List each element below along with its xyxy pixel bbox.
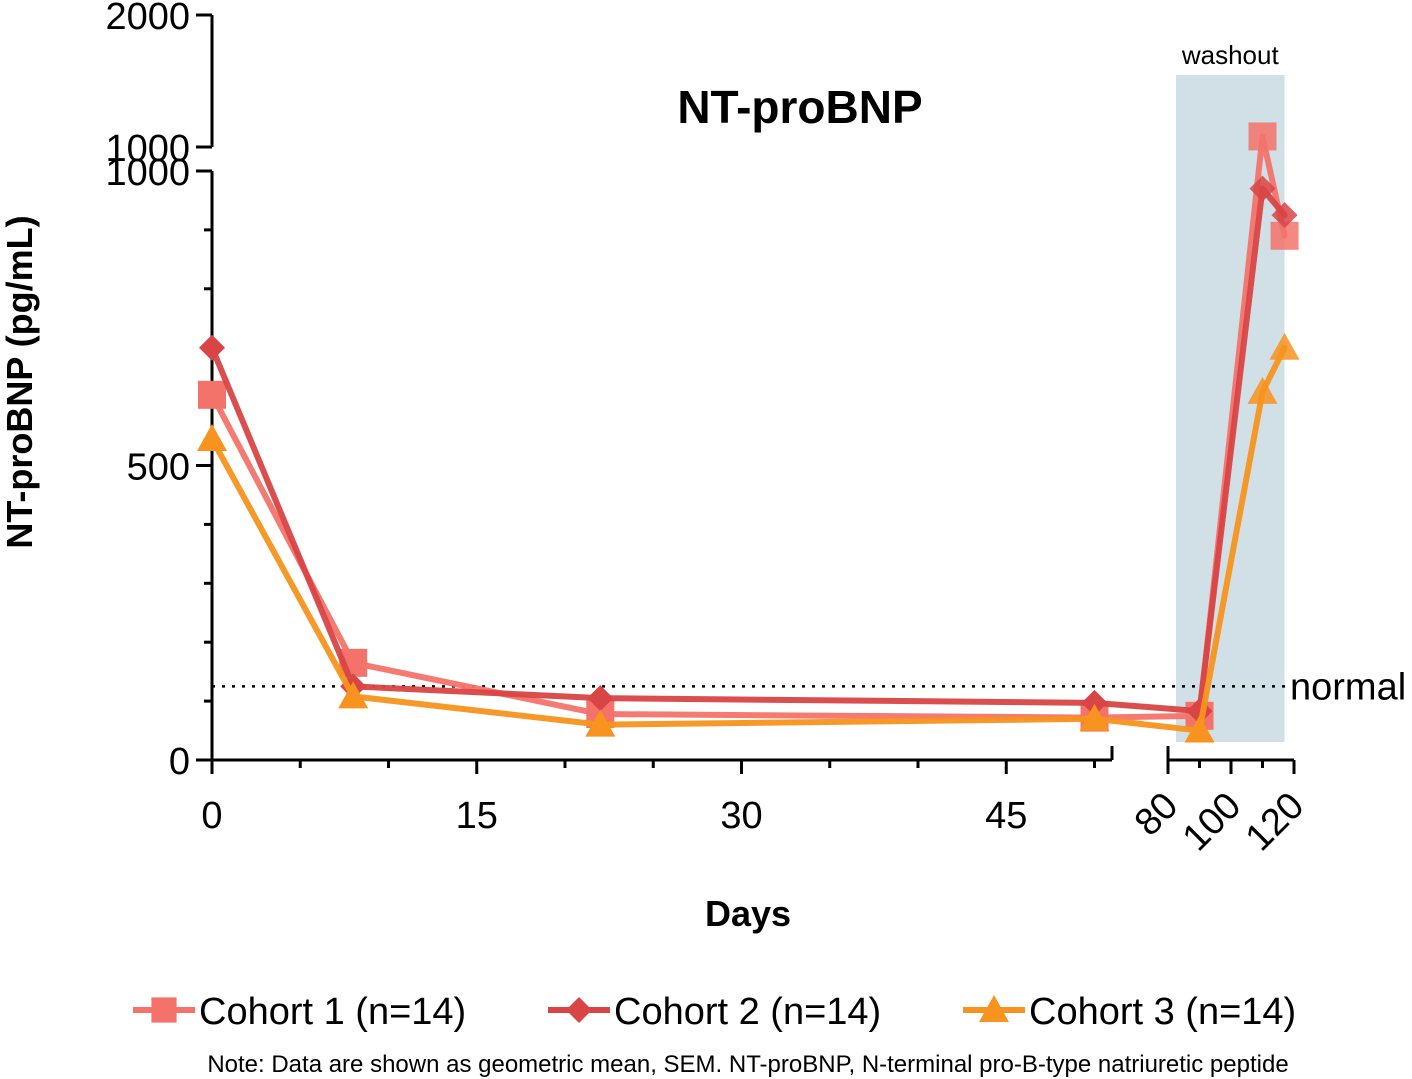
series-3 xyxy=(197,332,1300,743)
legend-item-2: Cohort 2 (n=14) xyxy=(548,991,881,1033)
series-2-point xyxy=(1271,202,1298,229)
series-2-point xyxy=(1081,689,1108,716)
series-3-point xyxy=(1079,703,1110,731)
series-1-point xyxy=(198,380,226,409)
series-layer xyxy=(197,122,1300,743)
series-1-line xyxy=(209,133,1288,721)
series-2 xyxy=(199,175,1298,725)
y-tick-label: 1000 xyxy=(105,152,190,194)
legend-item-1: Cohort 1 (n=14) xyxy=(133,991,466,1033)
y-tick-label: 0 xyxy=(169,741,190,783)
series-3-point xyxy=(585,709,616,737)
y-axis-title: NT-proBNP (pg/mL) xyxy=(0,215,40,548)
series-3-point xyxy=(1269,332,1300,360)
legend-label: Cohort 1 (n=14) xyxy=(199,991,466,1033)
series-3-point xyxy=(338,681,369,709)
x-tick-label-right: 120 xyxy=(1238,785,1313,860)
series-3-point xyxy=(1184,715,1215,743)
series-1-point xyxy=(1248,122,1277,151)
x-tick-label-right: 100 xyxy=(1175,785,1250,860)
legend-label: Cohort 3 (n=14) xyxy=(1029,991,1296,1033)
series-1 xyxy=(198,122,1299,732)
series-3-line xyxy=(209,344,1288,734)
y-tick-label-upper: 2000 xyxy=(105,0,190,38)
footnote: Note: Data are shown as geometric mean, … xyxy=(207,1051,1288,1078)
series-2-line xyxy=(209,185,1288,715)
legend-swatch-marker xyxy=(566,997,592,1023)
legend-layer: Cohort 1 (n=14) Cohort 2 (n=14) Cohort 3 (… xyxy=(133,991,1296,1033)
x-tick-label: 0 xyxy=(201,795,222,837)
chart-title: NT-proBNP xyxy=(677,81,922,133)
series-2-point xyxy=(199,334,225,361)
x-tick-label: 15 xyxy=(456,795,498,837)
series-2-point xyxy=(587,685,614,712)
x-axis-title: Days xyxy=(705,893,791,934)
y-tick-label-upper: 1000 xyxy=(105,128,190,170)
washout-label: washout xyxy=(1181,40,1280,70)
legend-swatch-marker xyxy=(151,997,177,1023)
legend-label: Cohort 2 (n=14) xyxy=(614,991,881,1033)
x-tick-label: 30 xyxy=(720,795,762,837)
normal-reference-label: normal xyxy=(1290,666,1406,708)
y-tick-label: 500 xyxy=(127,447,190,489)
series-3-point xyxy=(1247,376,1278,404)
series-2-point xyxy=(1249,175,1276,202)
legend-item-3: Cohort 3 (n=14) xyxy=(963,991,1296,1033)
legend-swatch-marker xyxy=(979,995,1009,1022)
series-3-point xyxy=(197,423,227,451)
x-tick-label: 45 xyxy=(985,795,1027,837)
x-tick-label-right: 80 xyxy=(1127,785,1187,845)
